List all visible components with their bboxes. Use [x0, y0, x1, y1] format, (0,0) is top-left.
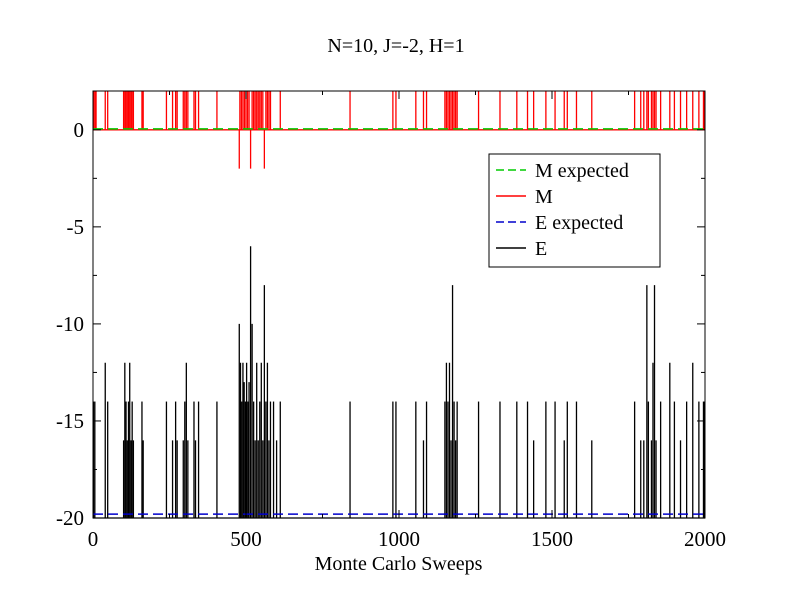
legend: M expected M E expected E: [488, 153, 661, 268]
magnetization-series: [92, 91, 706, 169]
legend-label-e-expected: E expected: [535, 212, 623, 234]
x-tick-label-0: 0: [88, 527, 99, 551]
x-axis-ticks: 0 500 1000 1500 2000: [88, 91, 726, 551]
y-tick-label-4: -20: [56, 506, 84, 530]
legend-label-m: M: [535, 186, 553, 208]
y-axis-ticks: 0 -5 -10 -15 -20: [56, 118, 705, 530]
chart-title: N=10, J=-2, H=1: [327, 35, 464, 57]
x-tick-label-4: 2000: [684, 527, 726, 551]
y-tick-label-0: 0: [74, 118, 85, 142]
legend-label-m-expected: M expected: [535, 160, 629, 182]
x-tick-label-3: 1500: [531, 527, 573, 551]
energy-series: [92, 246, 706, 519]
plot-marks: [92, 91, 706, 519]
y-tick-label-2: -10: [56, 312, 84, 336]
x-tick-label-2: 1000: [378, 527, 420, 551]
y-tick-label-1: -5: [67, 215, 85, 239]
x-axis-label: Monte Carlo Sweeps: [315, 553, 483, 575]
legend-label-e: E: [535, 238, 547, 260]
x-tick-label-1: 500: [230, 527, 262, 551]
y-tick-label-3: -15: [56, 409, 84, 433]
